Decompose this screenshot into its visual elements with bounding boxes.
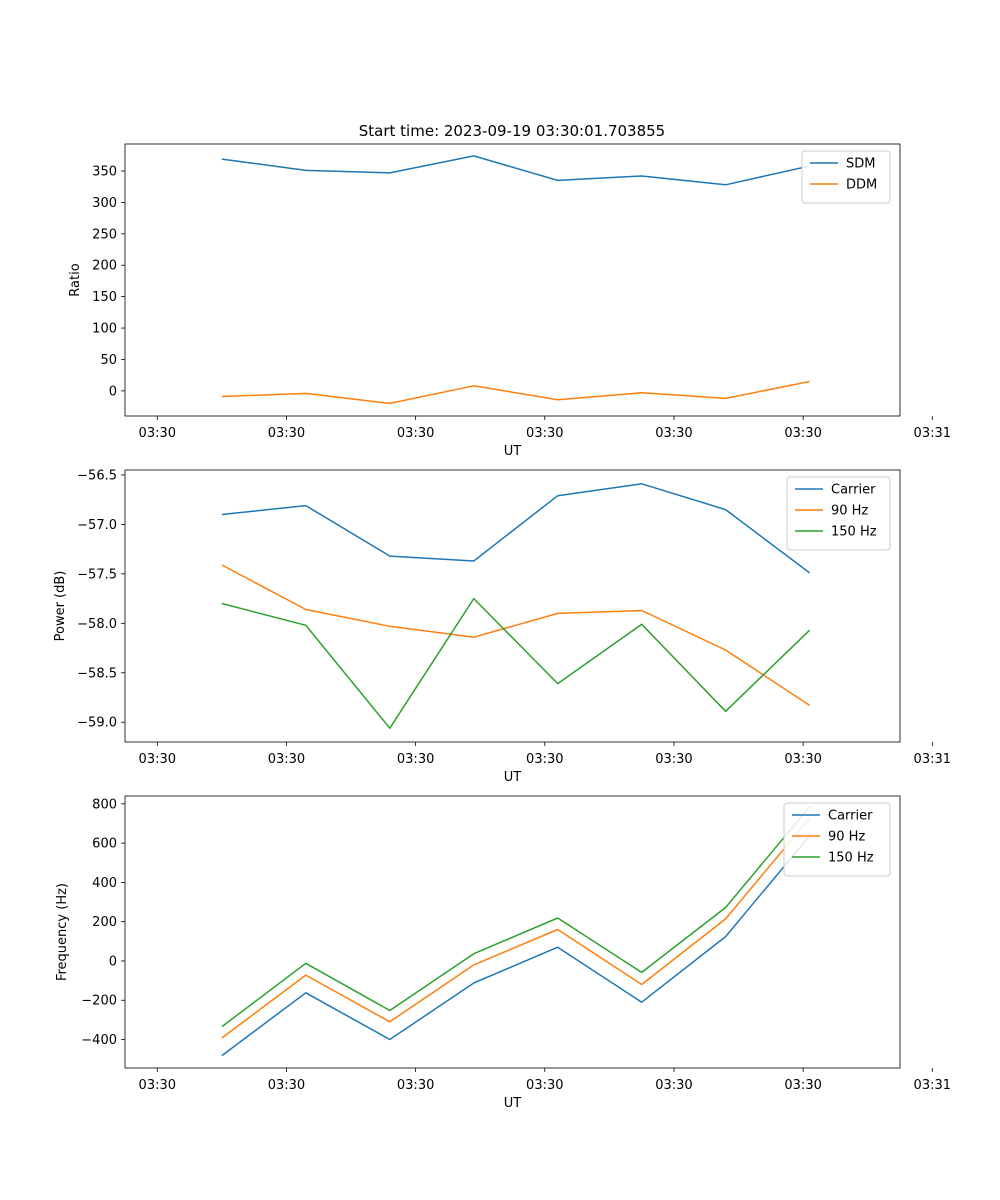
y-tick-label: 250: [92, 227, 117, 242]
series-line-90-hz: [221, 817, 811, 1039]
series-line-90-hz: [221, 564, 811, 707]
legend-label: Carrier: [828, 809, 873, 824]
y-axis-label: Power (dB): [53, 571, 68, 642]
legend-box: [801, 150, 891, 204]
x-axis-label: UT: [504, 770, 522, 785]
x-tick-label: 03:31: [914, 426, 951, 441]
x-tick-label: 03:30: [655, 426, 692, 441]
axes-frame: [124, 469, 901, 743]
y-tick-label: 0: [109, 384, 117, 399]
x-tick-label: 03:30: [268, 1078, 305, 1093]
x-axis-label: UT: [504, 444, 522, 459]
axes-frame: [124, 143, 901, 417]
y-tick-label: −57.0: [77, 518, 117, 533]
legend: SDM DDM: [801, 150, 891, 204]
y-tick-label: 200: [92, 915, 117, 930]
x-tick-label: 03:30: [139, 426, 176, 441]
y-tick-label: −400: [81, 1033, 117, 1048]
legend-label: 90 Hz: [828, 830, 865, 845]
x-tick-label: 03:30: [268, 426, 305, 441]
x-tick-label: 03:30: [526, 1078, 563, 1093]
series-line-sdm: [221, 155, 810, 186]
y-axis-label: Frequency (Hz): [55, 883, 70, 981]
y-axis-label: Ratio: [68, 263, 83, 296]
x-tick-label: 03:30: [784, 426, 821, 441]
y-tick-label: 350: [92, 165, 117, 180]
x-tick-label: 03:30: [268, 752, 305, 767]
y-tick-label: 150: [92, 290, 117, 305]
x-tick-label: 03:30: [655, 752, 692, 767]
axes-frame: [124, 795, 901, 1069]
y-tick-label: 0: [109, 954, 117, 969]
y-tick-label: −58.5: [77, 666, 117, 681]
x-tick-label: 03:30: [526, 426, 563, 441]
frequency-panel: 03:30 03:30 03:30 03:30 03:30 03:30 03:31 −400 −…: [55, 795, 951, 1111]
legend-label: 150 Hz: [828, 851, 874, 866]
legend-label: DDM: [846, 178, 877, 193]
y-tick-label: −58.0: [77, 617, 117, 632]
x-tick-label: 03:31: [914, 752, 951, 767]
y-tick-label: 200: [92, 259, 117, 274]
series-line-150-hz: [221, 597, 811, 729]
y-tick-label: 600: [92, 837, 117, 852]
series-line-150-hz: [221, 806, 811, 1028]
legend-label: 150 Hz: [831, 525, 877, 540]
y-tick-label: 800: [92, 797, 117, 812]
x-axis-label: UT: [504, 1096, 522, 1111]
legend-label: Carrier: [831, 483, 876, 498]
y-tick-label: 300: [92, 196, 117, 211]
power-panel: 03:30 03:30 03:30 03:30 03:30 03:30 03:31 −59.0…: [53, 468, 951, 785]
figure-title: Start time: 2023-09-19 03:30:01.703855: [359, 122, 665, 140]
y-tick-label: 100: [92, 322, 117, 337]
series-line-carrier: [221, 835, 811, 1057]
x-tick-label: 03:30: [784, 1078, 821, 1093]
x-tick-label: 03:30: [526, 752, 563, 767]
series-line-carrier: [221, 483, 811, 574]
legend: Carrier 90 Hz 150 Hz: [783, 802, 891, 877]
legend-label: 90 Hz: [831, 504, 868, 519]
x-tick-label: 03:30: [397, 426, 434, 441]
y-tick-label: −59.0: [77, 716, 117, 731]
y-tick-label: −57.5: [77, 567, 117, 582]
legend: Carrier 90 Hz 150 Hz: [786, 476, 891, 551]
y-tick-label: 50: [100, 353, 117, 368]
x-tick-label: 03:30: [139, 752, 176, 767]
x-tick-label: 03:31: [914, 1078, 951, 1093]
series-line-ddm: [221, 380, 810, 405]
x-tick-label: 03:30: [397, 1078, 434, 1093]
y-tick-label: 400: [92, 876, 117, 891]
x-tick-label: 03:30: [397, 752, 434, 767]
x-tick-label: 03:30: [655, 1078, 692, 1093]
x-tick-label: 03:30: [784, 752, 821, 767]
x-tick-label: 03:30: [139, 1078, 176, 1093]
ratio-panel: 03:30 03:30 03:30 03:30 03:30 03:30 03:31 0 50 10…: [68, 143, 951, 459]
y-tick-label: −200: [81, 994, 117, 1009]
y-tick-label: −56.5: [77, 468, 117, 483]
legend-label: SDM: [846, 157, 875, 172]
